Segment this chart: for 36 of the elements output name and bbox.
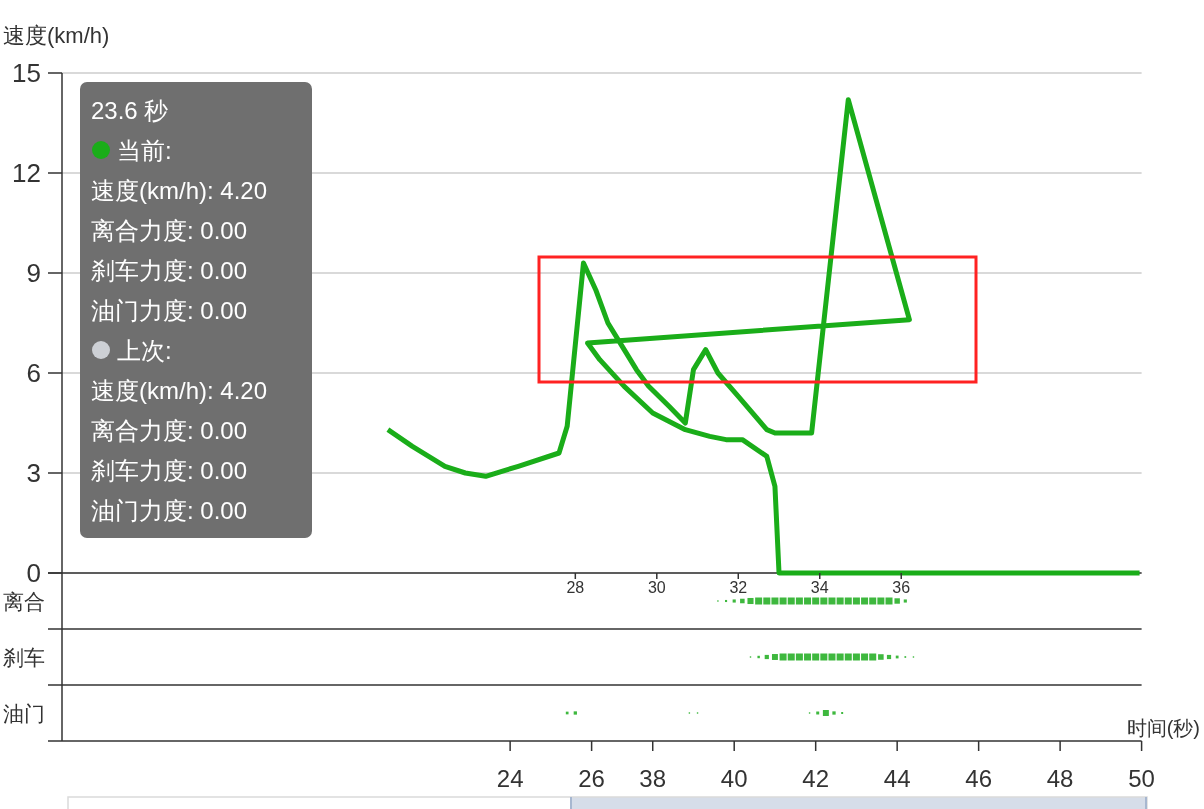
annotation: 刹车力度: 0.00 [91,256,248,284]
annotation: 离合力度: 0.00 [91,416,248,444]
y-tick-label: 9 [26,258,41,288]
annotation: 刹车力度: 0.00 [91,456,248,484]
annotation: 速度(km/h): 4.20 [91,176,268,204]
x-tick-label: 38 [639,764,667,792]
annotation: 油门力度: 0.00 [91,296,248,324]
y-axis-title: 速度(km/h) [3,22,110,48]
y-tick-label: 油门 [3,701,45,725]
annotation: 上次: [117,336,172,364]
y-tick-label: 3 [26,458,41,488]
x-tick-label: 40 [720,764,748,792]
annotation: 速度(km/h): 4.20 [91,376,268,404]
annotation: 油门力度: 0.00 [91,496,248,524]
y-tick-label: 15 [12,58,41,88]
x-tick-label: 30 [647,578,666,596]
annotation: 23.6 秒 [91,96,169,124]
x-tick-label: 34 [810,578,829,596]
x-tick-label: 46 [965,764,992,792]
x-tick-label: 32 [729,578,748,596]
y-tick-label: 6 [26,358,41,388]
y-tick-label: 12 [12,158,41,188]
x2-tick-label: 26 [578,764,605,792]
x-tick-label: 44 [883,764,911,792]
x-axis-title: 时间(秒) [1126,717,1200,739]
x-tick-label: 50 [1128,764,1155,792]
annotation: 当前: [117,136,172,164]
y-tick-label: 0 [26,558,41,588]
annotation: 离合力度: 0.00 [91,216,248,244]
x2-tick-label: 24 [496,764,524,792]
y-tick-label: 刹车 [3,645,45,669]
y-tick-label: 离合 [3,589,45,613]
x-tick-label: 28 [566,578,585,596]
x-tick-label: 36 [892,578,911,596]
x-tick-label: 42 [802,764,830,792]
x-tick-label: 48 [1046,764,1074,792]
